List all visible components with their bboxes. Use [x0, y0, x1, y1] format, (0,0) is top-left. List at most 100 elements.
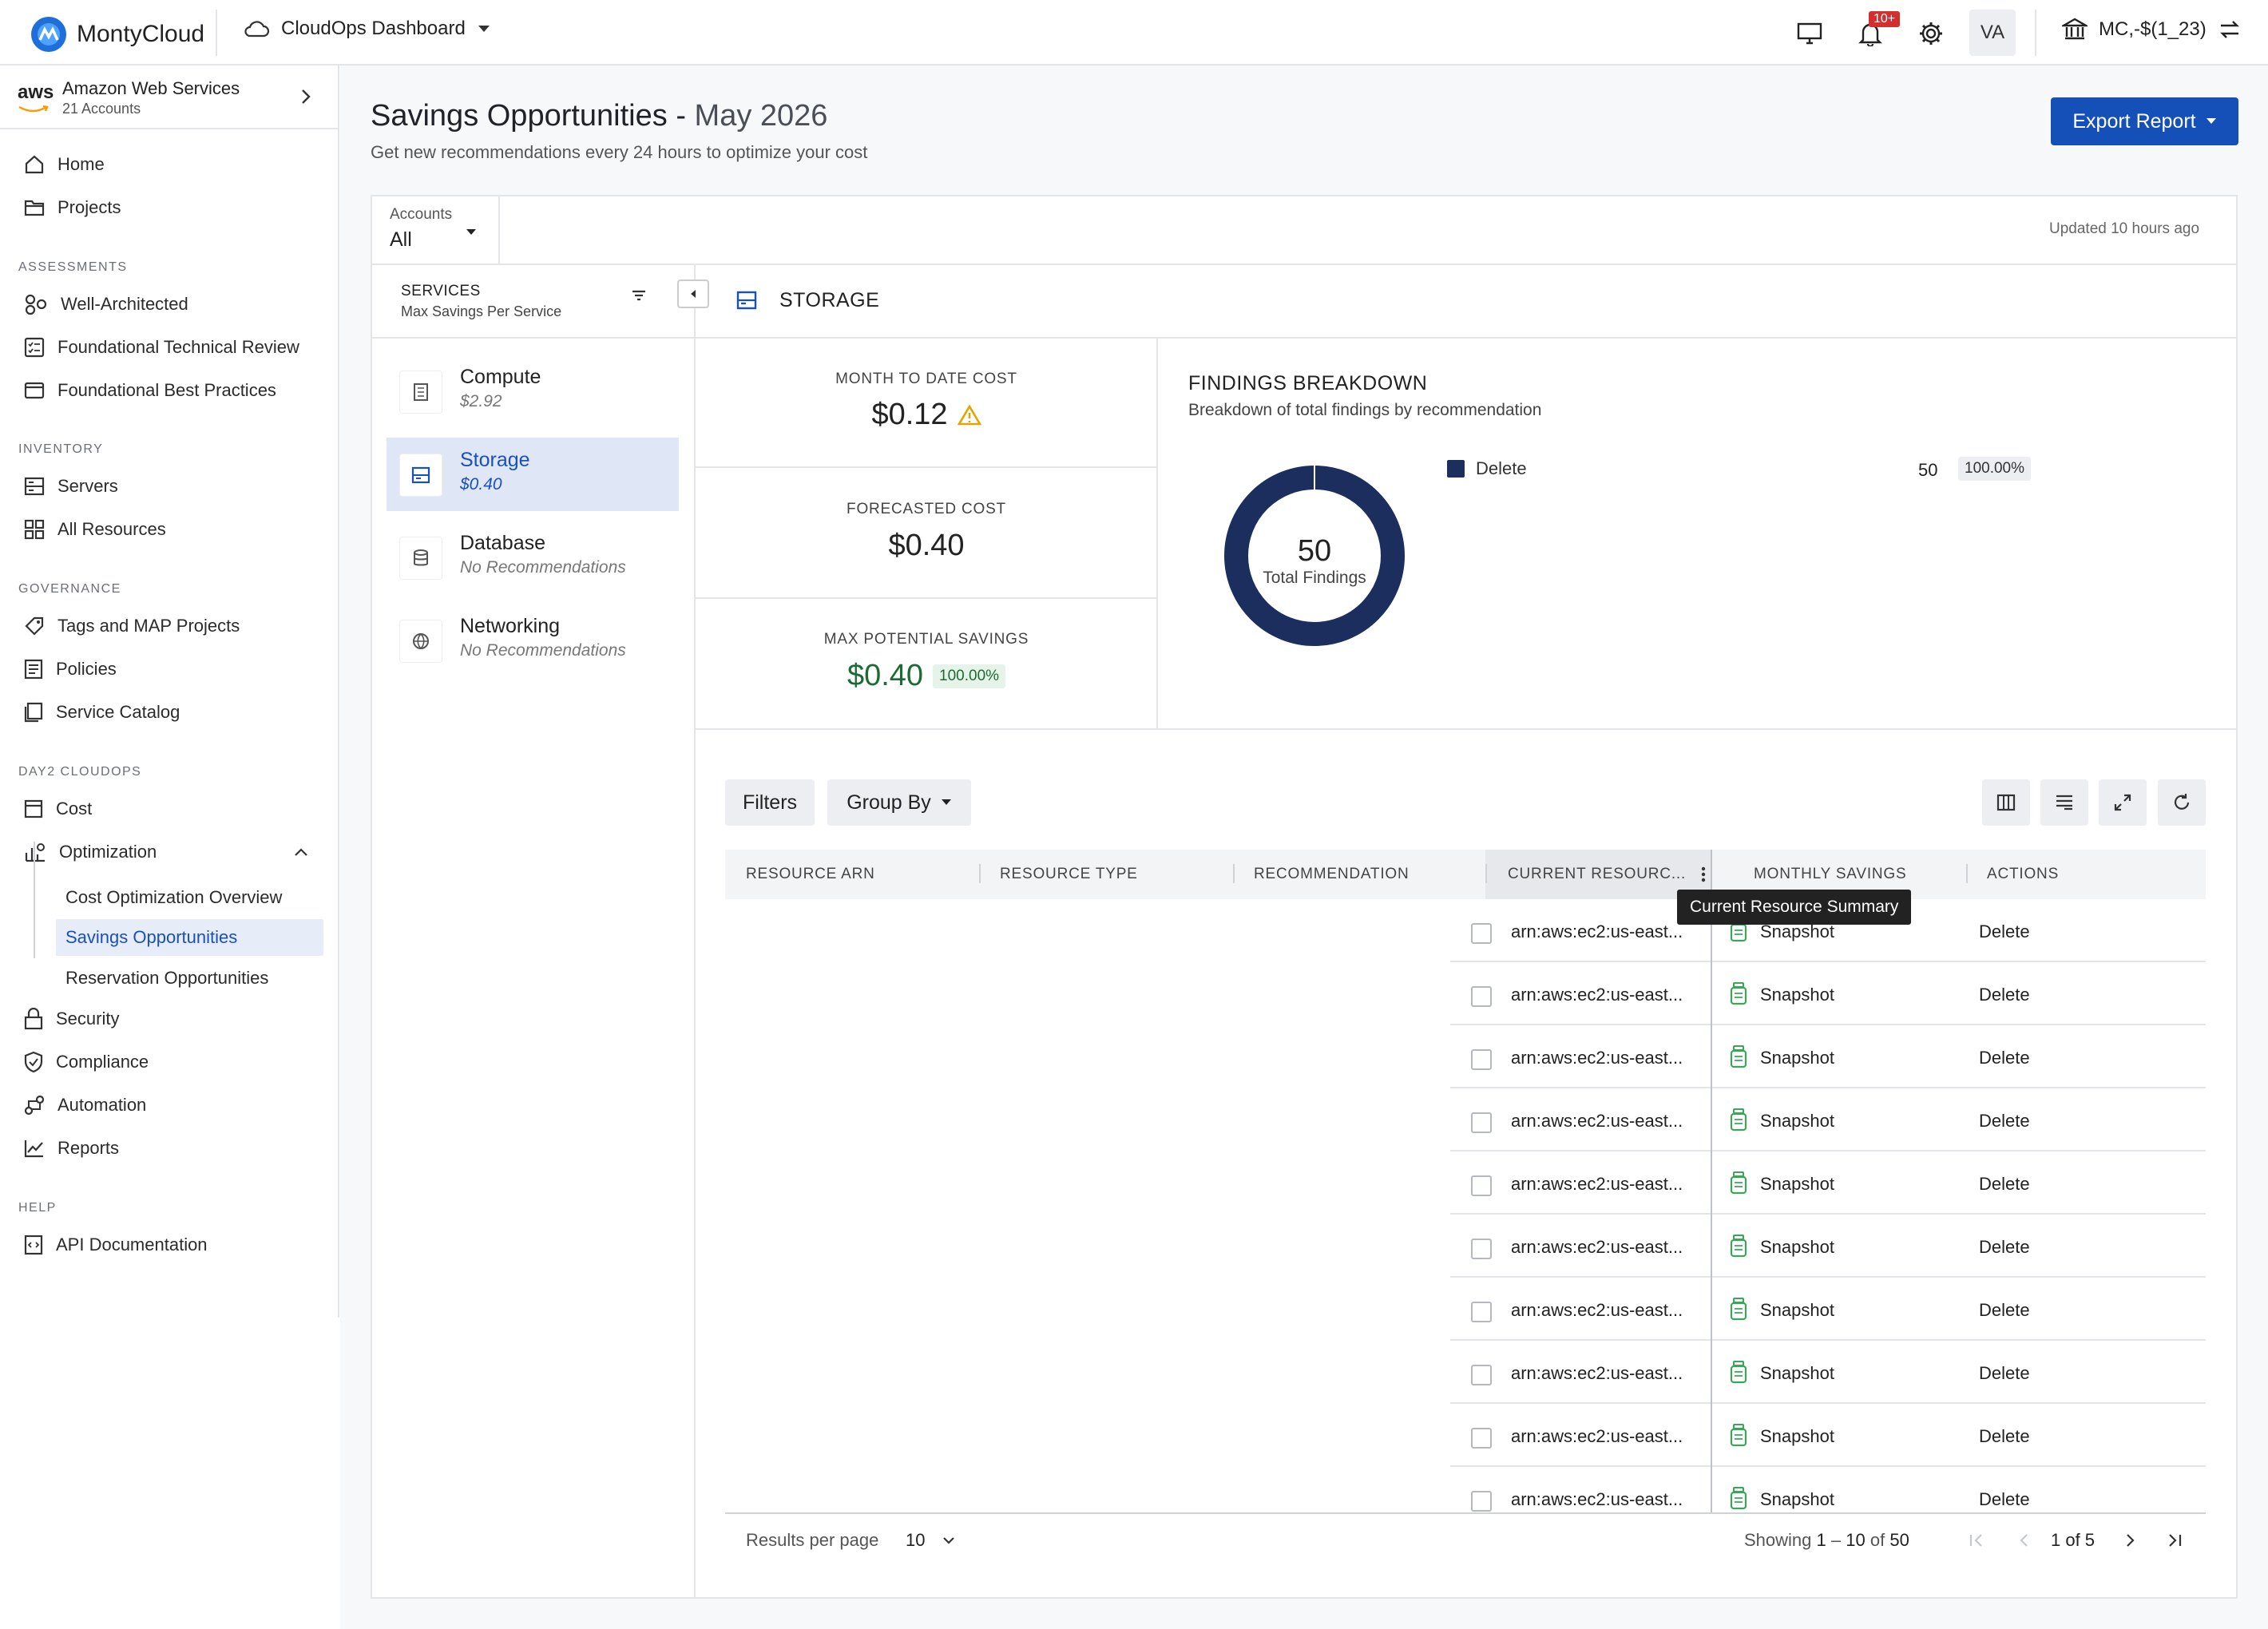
practices-icon [24, 382, 45, 399]
accounts-selector[interactable]: Accounts All [371, 195, 500, 265]
first-page-icon[interactable] [1968, 1532, 1985, 1549]
row-checkbox[interactable] [1471, 1175, 1492, 1196]
column-resize-handle[interactable] [1966, 864, 1968, 883]
table-row[interactable]: arn:aws:ec2:us-east...SnapshotDeleteEBS … [1450, 1278, 2206, 1341]
table-row[interactable]: arn:aws:ec2:us-east...SnapshotDeleteUnat… [1450, 1088, 2206, 1151]
cell-resource-arn[interactable]: arn:aws:ec2:us-east... [1511, 1237, 1683, 1257]
table-row[interactable]: arn:aws:ec2:us-east...SnapshotDeleteEBS … [1450, 1151, 2206, 1215]
warning-icon [957, 403, 981, 425]
row-checkbox[interactable] [1471, 1302, 1492, 1322]
columns-button[interactable] [1982, 779, 2030, 826]
provider-selector[interactable]: aws Amazon Web Services 21 Accounts [0, 65, 338, 129]
sidebar-item-reservation-opportunities[interactable]: Reservation Opportunities [65, 968, 269, 988]
table-row[interactable]: arn:aws:ec2:us-east...SnapshotDeleteEBS … [1450, 899, 2206, 962]
legend-entry-delete[interactable]: Delete [1447, 458, 1527, 479]
dashboard-selector[interactable]: CloudOps Dashboard [243, 18, 491, 40]
col-recommendation[interactable]: RECOMMENDATION [1254, 866, 1410, 882]
table-row[interactable]: arn:aws:ec2:us-east...SnapshotDeleteUnat… [1450, 962, 2206, 1025]
sidebar-item-all-resources[interactable]: All Resources [24, 513, 166, 545]
service-item-database[interactable]: Database No Recommendations [387, 521, 679, 594]
sidebar-item-well-architected[interactable]: Well-Architected [24, 288, 188, 320]
table-row[interactable]: arn:aws:ec2:us-east...SnapshotDeleteEBS … [1450, 1025, 2206, 1088]
density-button[interactable] [2040, 779, 2088, 826]
brand-logo[interactable]: MontyCloud [30, 16, 204, 53]
col-monthly-savings[interactable]: MONTHLY SAVINGS [1754, 866, 1907, 882]
cell-resource-arn[interactable]: arn:aws:ec2:us-east... [1511, 985, 1683, 1005]
column-tooltip: Current Resource Summary [1677, 890, 1912, 925]
column-resize-handle[interactable] [1233, 864, 1235, 883]
cell-resource-arn[interactable]: arn:aws:ec2:us-east... [1511, 1048, 1683, 1068]
table-row[interactable]: arn:aws:ec2:us-east...SnapshotDeleteUnat… [1450, 1341, 2206, 1404]
next-page-icon[interactable] [2121, 1532, 2139, 1549]
row-checkbox[interactable] [1471, 1365, 1492, 1385]
caret-down-icon [941, 799, 951, 805]
group-by-button[interactable]: Group By [827, 779, 971, 826]
row-checkbox[interactable] [1471, 1428, 1492, 1449]
sidebar-item-optimization[interactable]: Optimization [24, 836, 311, 868]
cell-recommendation: Delete [1979, 1174, 2030, 1194]
row-checkbox[interactable] [1471, 923, 1492, 944]
service-item-compute[interactable]: Compute $2.92 [387, 355, 679, 428]
column-menu-icon[interactable] [1701, 866, 1706, 883]
collapse-panel-button[interactable] [677, 279, 709, 308]
cell-resource-arn[interactable]: arn:aws:ec2:us-east... [1511, 1174, 1683, 1194]
max-savings-value: $0.40 100.00% [695, 659, 1158, 693]
cell-resource-arn[interactable]: arn:aws:ec2:us-east... [1511, 1111, 1683, 1131]
sidebar-item-projects[interactable]: Projects [24, 192, 121, 224]
fullscreen-button[interactable] [2099, 779, 2147, 826]
sidebar-item-tags[interactable]: Tags and MAP Projects [24, 610, 240, 642]
account-switcher[interactable]: MC,-$(1_23) [2062, 18, 2242, 42]
filters-button[interactable]: Filters [725, 779, 815, 826]
service-item-networking[interactable]: Networking No Recommendations [387, 604, 679, 677]
column-resize-handle[interactable] [1485, 864, 1487, 883]
sidebar-item-service-catalog[interactable]: Service Catalog [24, 696, 180, 728]
col-resource-arn[interactable]: RESOURCE ARN [746, 866, 875, 882]
sidebar-item-compliance[interactable]: Compliance [24, 1046, 149, 1078]
filter-icon[interactable] [631, 289, 647, 302]
sidebar-item-servers[interactable]: Servers [24, 470, 118, 502]
row-checkbox[interactable] [1471, 1239, 1492, 1259]
divider [216, 10, 217, 56]
row-checkbox[interactable] [1471, 1112, 1492, 1133]
row-checkbox[interactable] [1471, 1049, 1492, 1070]
divider [1156, 337, 1158, 728]
aws-smile-icon [18, 105, 49, 113]
row-checkbox[interactable] [1471, 1491, 1492, 1512]
page-indicator: 1 of 5 [2051, 1530, 2096, 1550]
sidebar-item-cost-optimization-overview[interactable]: Cost Optimization Overview [65, 887, 283, 907]
table-row[interactable]: arn:aws:ec2:us-east...SnapshotDeleteEBS … [1450, 1404, 2206, 1467]
sidebar-item-policies[interactable]: Policies [24, 653, 117, 685]
col-resource-type[interactable]: RESOURCE TYPE [1000, 866, 1138, 882]
sidebar-item-security[interactable]: Security [24, 1003, 119, 1035]
row-checkbox[interactable] [1471, 986, 1492, 1007]
per-page-select[interactable]: 10 [899, 1525, 962, 1556]
sidebar-item-ftr[interactable]: Foundational Technical Review [24, 331, 299, 363]
refresh-button[interactable] [2158, 779, 2206, 826]
cell-resource-arn[interactable]: arn:aws:ec2:us-east... [1511, 1363, 1683, 1383]
sidebar-item-home[interactable]: Home [24, 149, 105, 180]
cell-resource-arn[interactable]: arn:aws:ec2:us-east... [1511, 1489, 1683, 1509]
last-page-icon[interactable] [2166, 1532, 2183, 1549]
column-resize-handle[interactable] [979, 864, 981, 883]
range-to: 10 [1846, 1530, 1866, 1550]
user-avatar[interactable]: VA [1969, 10, 2016, 56]
cell-resource-arn[interactable]: arn:aws:ec2:us-east... [1511, 1300, 1683, 1320]
sidebar-item-savings-opportunities[interactable]: Savings Opportunities [56, 919, 323, 956]
service-item-storage[interactable]: Storage $0.40 [387, 438, 679, 511]
table-row[interactable]: arn:aws:ec2:us-east...SnapshotDeleteUnat… [1450, 1215, 2206, 1278]
settings-button[interactable] [1913, 16, 1949, 51]
sidebar-item-automation[interactable]: Automation [24, 1089, 146, 1121]
sidebar-item-label: Foundational Technical Review [57, 337, 299, 357]
server-icon [24, 477, 45, 496]
sidebar-item-cost[interactable]: Cost [24, 793, 92, 825]
export-report-button[interactable]: Export Report [2051, 97, 2238, 145]
table-row[interactable]: arn:aws:ec2:us-east...SnapshotDeleteUnat… [1450, 1467, 2206, 1512]
sidebar-item-reports[interactable]: Reports [24, 1132, 119, 1164]
sidebar-item-fbp[interactable]: Foundational Best Practices [24, 375, 276, 406]
prev-page-icon[interactable] [2016, 1532, 2033, 1549]
cell-resource-arn[interactable]: arn:aws:ec2:us-east... [1511, 1426, 1683, 1446]
monitor-button[interactable] [1792, 16, 1827, 51]
col-current-resource-summary[interactable]: CURRENT RESOURC... [1508, 866, 1687, 882]
sidebar-item-api-docs[interactable]: API Documentation [24, 1229, 208, 1261]
section-heading-governance: GOVERNANCE [18, 582, 121, 596]
